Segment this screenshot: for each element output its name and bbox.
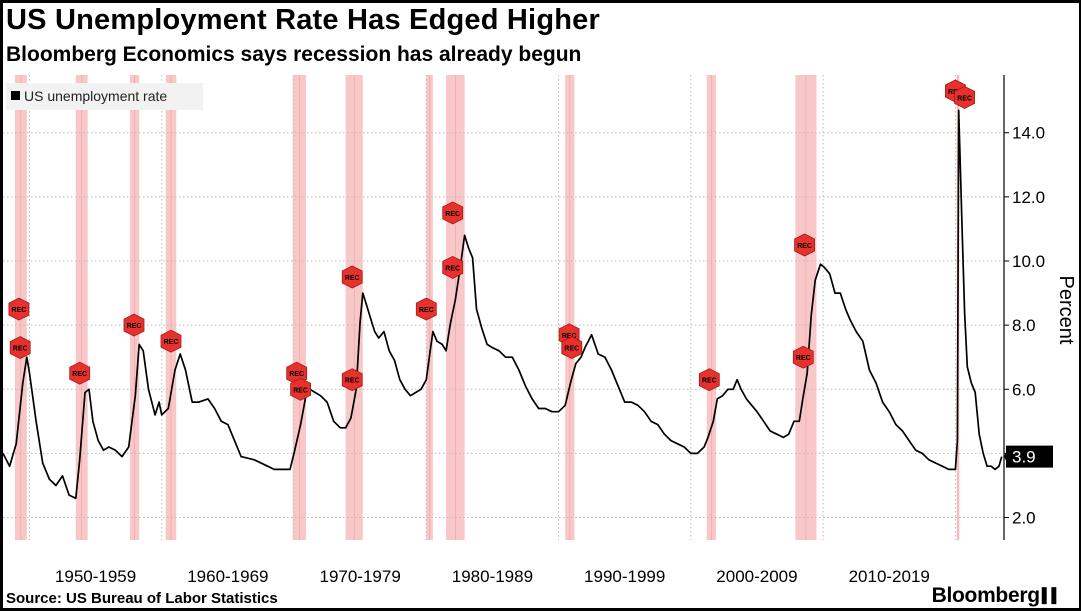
last-value-label: 3.9 <box>1012 448 1036 467</box>
rec-marker: REC <box>442 255 464 279</box>
x-decade-label: 1970-1979 <box>319 567 400 586</box>
rec-marker-label: REC <box>293 387 308 394</box>
rec-marker-label: REC <box>345 378 360 385</box>
rec-marker-shape <box>415 297 437 321</box>
rec-marker-label: REC <box>797 243 812 250</box>
rec-marker-label: REC <box>12 307 27 314</box>
rec-marker-label: REC <box>957 95 972 102</box>
rec-marker: REC <box>160 329 182 353</box>
x-decade-label: 1960-1969 <box>187 567 268 586</box>
rec-marker-shape <box>341 265 363 289</box>
rec-marker-shape <box>442 255 464 279</box>
rec-marker-shape <box>954 85 975 109</box>
chart-subtitle: Bloomberg Economics says recession has a… <box>6 43 582 66</box>
legend-background <box>6 83 203 110</box>
brand-text: Bloomberg <box>931 584 1040 607</box>
legend-label: US unemployment rate <box>24 88 167 104</box>
rec-marker-shape <box>123 313 145 337</box>
rec-marker-shape <box>290 377 312 401</box>
rec-marker-label: REC <box>345 275 360 282</box>
legend-swatch <box>11 91 20 100</box>
rec-marker: REC <box>794 233 815 257</box>
bloomberg-logo: Bloomberg ▌▌ <box>931 584 1062 608</box>
rec-marker: REC <box>415 297 437 321</box>
rec-marker-label: REC <box>289 371 304 378</box>
bloomberg-mark-icon: ▌▌ <box>1041 587 1062 603</box>
x-decade-label: 1990-1999 <box>584 567 665 586</box>
rec-marker-shape <box>8 297 30 321</box>
x-decade-label: 2000-2009 <box>716 567 797 586</box>
y-tick-label: 2.0 <box>1012 509 1036 528</box>
last-value-badge: 3.9 <box>1004 445 1053 468</box>
rec-marker-label: REC <box>445 211 460 218</box>
x-decade-label: 1980-1989 <box>452 567 533 586</box>
rec-marker: REC <box>954 85 975 109</box>
rec-marker: REC <box>792 345 814 369</box>
rec-marker-shape <box>442 201 464 225</box>
y-tick-label: 14.0 <box>1012 124 1045 143</box>
rec-marker-label: REC <box>127 323 142 330</box>
last-value-pointer <box>1004 450 1007 463</box>
rec-marker: REC <box>442 201 464 225</box>
y-tick-label: 10.0 <box>1012 252 1045 271</box>
source-note: Source: US Bureau of Labor Statistics <box>6 590 278 607</box>
rec-marker-label: REC <box>445 265 460 272</box>
rec-marker: REC <box>290 377 312 401</box>
rec-marker-label: REC <box>796 355 811 362</box>
rec-marker-shape <box>792 345 814 369</box>
rec-marker-shape <box>561 336 583 360</box>
rec-marker-shape <box>69 361 91 385</box>
rec-marker: REC <box>123 313 145 337</box>
rec-marker-label: REC <box>164 339 179 346</box>
y-tick-label: 12.0 <box>1012 188 1045 207</box>
y-tick-label: 8.0 <box>1012 316 1036 335</box>
rec-marker: REC <box>698 368 720 392</box>
rec-marker-label: REC <box>419 307 434 314</box>
rec-marker-shape <box>341 368 363 392</box>
rec-marker-label: REC <box>72 371 87 378</box>
rec-marker-shape <box>698 368 720 392</box>
x-decade-label: 2010-2019 <box>849 567 930 586</box>
rec-marker: REC <box>9 336 31 360</box>
x-decade-label: 1950-1959 <box>55 567 136 586</box>
rec-marker: REC <box>69 361 91 385</box>
rec-marker-label: REC <box>564 346 579 353</box>
legend: US unemployment rate <box>6 83 203 110</box>
y-axis-title: Percent <box>1055 276 1077 345</box>
last-value-box <box>1006 445 1053 468</box>
series-line <box>2 109 1003 500</box>
y-tick-label: 6.0 <box>1012 380 1036 399</box>
rec-marker: REC <box>341 265 363 289</box>
rec-marker-shape <box>9 336 31 360</box>
rec-marker-label: REC <box>562 333 577 340</box>
rec-marker-label: REC <box>702 378 717 385</box>
chart-title: US Unemployment Rate Has Edged Higher <box>6 4 600 36</box>
rec-marker: REC <box>561 336 583 360</box>
rec-marker: REC <box>8 297 30 321</box>
rec-marker-shape <box>160 329 182 353</box>
rec-marker-shape <box>794 233 815 257</box>
rec-marker-label: REC <box>13 346 28 353</box>
rec-marker: REC <box>341 368 363 392</box>
